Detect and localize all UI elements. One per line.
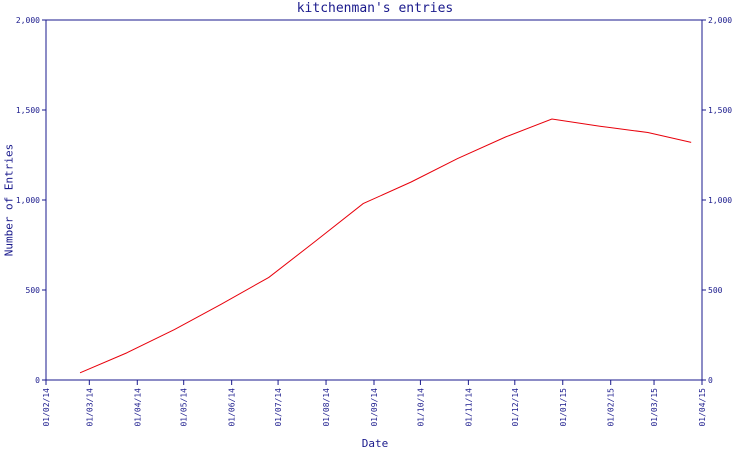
y-tick-label-left: 1,000: [16, 196, 40, 205]
y-tick-label-left: 0: [35, 376, 40, 385]
series-line: [79, 118, 692, 374]
plot-frame: [45, 19, 703, 381]
x-tick-label: 01/05/14: [180, 388, 189, 427]
y-tick-label-right: 1,500: [708, 106, 732, 115]
y-tick-label-right: 0: [708, 376, 713, 385]
chart-title: kitchenman's entries: [296, 1, 454, 16]
x-tick-label: 01/08/14: [322, 388, 331, 427]
y-tick-label-left: 1,500: [16, 106, 40, 115]
x-tick-label: 01/12/14: [511, 388, 520, 427]
x-tick-label: 01/04/15: [698, 388, 707, 427]
x-tick-label: 01/06/14: [228, 388, 237, 427]
x-tick-label: 01/09/14: [370, 388, 379, 427]
x-tick-label: 01/03/15: [650, 388, 659, 427]
x-tick-label: 01/11/14: [464, 388, 473, 427]
y-tick-label-left: 2,000: [16, 16, 40, 25]
y-tick-label-left: 500: [26, 286, 41, 295]
x-tick-label: 01/04/14: [133, 388, 142, 427]
x-tick-label: 01/03/14: [85, 388, 94, 427]
x-tick-label: 01/07/14: [274, 388, 283, 427]
x-axis-label: Date: [361, 437, 389, 450]
y-tick-label-right: 1,000: [708, 196, 732, 205]
y-tick-label-right: 2,000: [708, 16, 732, 25]
y-tick-label-right: 500: [708, 286, 723, 295]
x-tick-label: 01/10/14: [416, 388, 425, 427]
x-tick-label: 01/01/15: [559, 388, 568, 427]
x-tick-label: 01/02/14: [42, 388, 51, 427]
x-tick-label: 01/02/15: [607, 388, 616, 427]
